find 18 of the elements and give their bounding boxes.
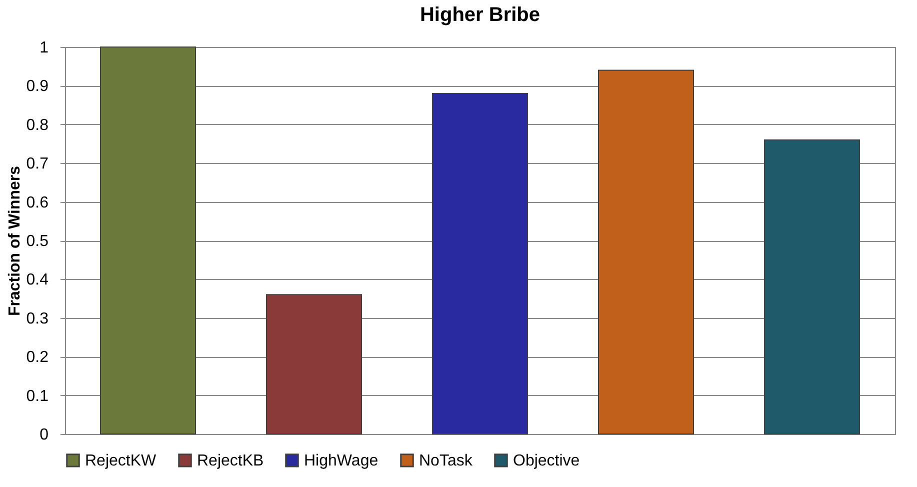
y-tick-label: 0.1 [26, 388, 49, 405]
legend-label: RejectKB [197, 452, 264, 470]
y-tick-label: 0.7 [26, 156, 49, 173]
y-tick-label: 0.6 [26, 194, 49, 212]
y-tick-label: 0.5 [26, 233, 49, 250]
legend-label: HighWage [304, 452, 378, 470]
legend-label: Objective [513, 452, 580, 470]
y-tick-label: 0.2 [26, 349, 49, 366]
y-tick-label: 0.4 [26, 272, 49, 289]
y-tick-label: 0.8 [26, 116, 49, 134]
y-tick-label: 0.3 [26, 310, 49, 328]
y-tick-label: 0.9 [26, 78, 49, 96]
chart-title: Higher Bribe [420, 4, 540, 26]
y-tick-label: 0 [40, 426, 49, 444]
legend-label: NoTask [419, 452, 474, 470]
y-axis-title: Fraction of Winners [6, 166, 24, 316]
legend-label: RejectKW [85, 452, 158, 470]
y-tick-label: 1 [40, 40, 49, 56]
